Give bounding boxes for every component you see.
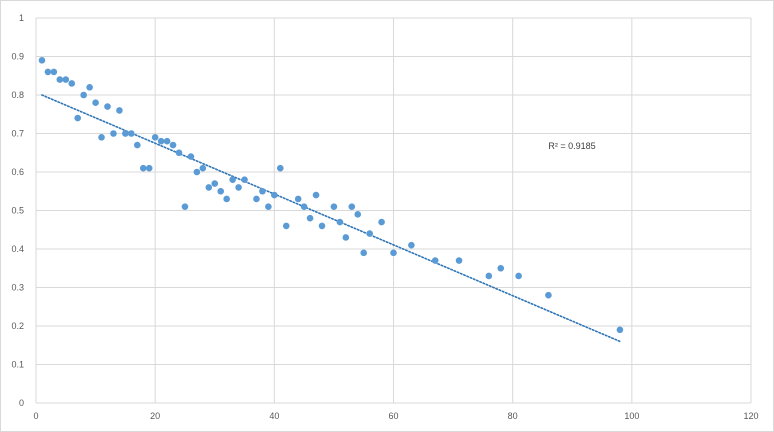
x-tick-label: 0 [33,411,38,421]
y-tick-label: 0 [19,398,24,408]
data-point [300,203,308,210]
data-point [187,153,195,160]
data-point [253,195,260,203]
data-point [80,91,87,99]
data-point [259,187,266,195]
data-point [44,68,52,76]
data-point [38,57,46,64]
data-point [312,191,320,199]
y-tick-label: 0.4 [11,244,24,254]
data-point [455,257,463,264]
data-point [378,218,385,226]
data-point [116,107,123,114]
data-point [342,234,350,241]
data-point [515,272,522,280]
data-point [145,164,153,172]
x-tick-label: 120 [743,411,758,421]
data-point [157,137,165,145]
data-point [50,68,58,76]
data-point [616,326,624,334]
data-point [265,203,272,210]
data-point [193,168,201,176]
data-point [62,76,70,83]
data-point [211,180,219,187]
data-point [122,130,129,137]
data-point [336,218,344,226]
trendline-group [41,94,621,343]
data-point [223,195,230,203]
data-point [86,84,93,91]
data-point [74,114,82,122]
data-point [360,249,368,257]
data-point [276,164,284,172]
y-tick-label: 1 [19,13,24,23]
x-axis-tick-labels: 0 20 40 60 80 100 120 [33,411,758,421]
data-point [175,149,183,157]
data-point [282,222,290,230]
data-point [205,184,213,191]
data-point [348,203,356,210]
data-point [294,195,302,203]
x-tick-label: 80 [508,411,518,421]
data-point [169,141,177,149]
gridlines [35,17,752,404]
y-tick-label: 0.2 [11,321,24,331]
data-point [235,184,242,191]
x-tick-label: 40 [269,411,279,421]
data-point [151,134,159,141]
linear-trendline [41,94,621,343]
data-point [92,99,99,106]
data-point [545,291,552,299]
data-point [56,76,64,83]
data-point [139,164,147,172]
data-point [181,203,189,210]
y-tick-label: 0.8 [11,90,24,100]
y-tick-label: 0.7 [11,129,24,139]
data-point [354,211,362,218]
y-axis-tick-labels: 0 0.1 0.2 0.3 0.4 0.5 0.6 0.7 0.8 0.9 1 [11,13,24,408]
data-point [229,176,236,183]
y-tick-label: 0.9 [11,52,24,62]
data-point [98,134,105,141]
data-point [431,257,439,264]
y-tick-label: 0.5 [11,206,24,216]
r-squared-annotation: R² = 0.9185 [548,141,595,151]
y-tick-label: 0.1 [11,360,24,370]
x-tick-label: 60 [388,411,398,421]
data-point [485,272,493,280]
data-point [241,176,248,183]
data-point [497,264,505,272]
data-point [199,164,207,172]
data-point [271,191,278,199]
y-tick-label: 0.3 [11,283,24,293]
data-point [110,130,117,137]
data-point [330,203,338,210]
y-tick-label: 0.6 [11,167,24,177]
data-point [408,241,415,249]
data-point [68,80,76,87]
x-tick-label: 20 [150,411,160,421]
data-point [133,141,141,149]
data-points [38,57,624,334]
data-point [104,103,111,110]
data-point [318,222,326,230]
data-point [128,130,135,137]
data-point [390,249,397,257]
data-point [366,230,373,237]
x-tick-label: 100 [624,411,639,421]
data-point [217,187,225,195]
data-point [163,137,171,145]
data-point [306,214,314,222]
